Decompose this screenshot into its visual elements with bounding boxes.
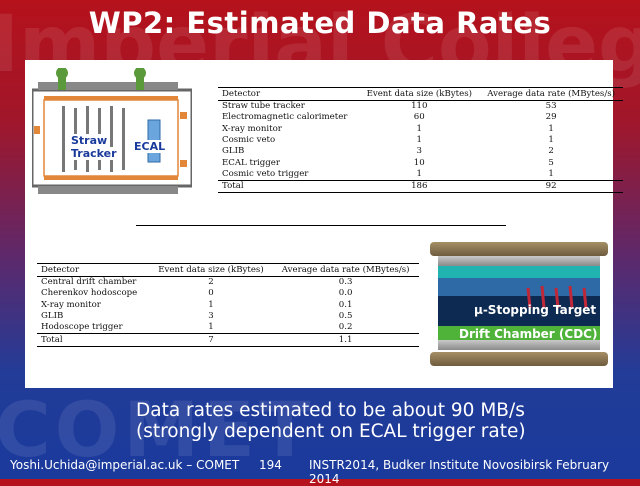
table-row: Electromagnetic calorimeter 60 29: [222, 112, 557, 123]
table-row: ECAL trigger 10 5: [222, 157, 554, 168]
table-row: Cherenkov hodoscope 0 0.0: [41, 288, 353, 299]
col-detector: Detector: [37, 263, 150, 277]
table-total-row: Total 7 1.1: [37, 333, 419, 347]
table-total-row: Total 186 92: [218, 180, 623, 194]
slide-title: WP2: Estimated Data Rates: [88, 6, 552, 40]
col-data-rate: Average data rate (MBytes/s): [272, 263, 419, 277]
detector-schematic: [32, 68, 192, 194]
content-panel: Straw Tracker ECAL Detector Event data s…: [25, 60, 623, 388]
table-row: GLIB 3 0.5: [41, 311, 353, 322]
footer-page-number: 194: [259, 458, 282, 472]
detector-label-straw: Straw: [71, 134, 108, 147]
summary-text: Data rates estimated to be about 90 MB/s…: [136, 400, 526, 442]
footer-conference: INSTR2014, Budker Institute Novosibirsk …: [309, 458, 610, 486]
table-row: GLIB 3 2: [222, 146, 554, 157]
data-rate-table-comet-phase2: Detector Event data size (kBytes) Averag…: [218, 87, 623, 194]
col-detector: Detector: [218, 87, 360, 101]
table-row: Cosmic veto trigger 1 1: [222, 168, 554, 179]
col-data-rate: Average data rate (MBytes/s): [479, 87, 623, 101]
table-row: Hodoscope trigger 1 0.2: [41, 322, 353, 333]
footer-author: Yoshi.Uchida@imperial.ac.uk – COMET: [10, 458, 240, 472]
table-row: Central drift chamber 2 0.3: [41, 277, 353, 288]
col-event-size: Event data size (kBytes): [359, 87, 480, 101]
data-rate-table-comet-phase1: Detector Event data size (kBytes) Averag…: [37, 263, 419, 347]
col-event-size: Event data size (kBytes): [149, 263, 273, 277]
table-row: Straw tube tracker 110 53: [222, 101, 557, 112]
summary-line-2: (strongly dependent on ECAL trigger rate…: [136, 421, 526, 442]
detector-label-tracker: Tracker: [71, 147, 117, 160]
cdc-label-target: μ-Stopping Target: [474, 303, 597, 317]
cdc-schematic: [430, 242, 608, 366]
footer: Yoshi.Uchida@imperial.ac.uk – COMET 194 …: [0, 458, 640, 486]
detector-label-ecal: ECAL: [134, 140, 166, 153]
table-row: X-ray monitor 1 0.1: [41, 299, 353, 310]
table-row: Cosmic veto 1 1: [222, 135, 554, 146]
divider-line: [136, 225, 506, 226]
cdc-label-chamber: Drift Chamber (CDC): [459, 327, 598, 341]
table-row: X-ray monitor 1 1: [222, 123, 554, 134]
summary-line-1: Data rates estimated to be about 90 MB/s: [136, 400, 525, 421]
